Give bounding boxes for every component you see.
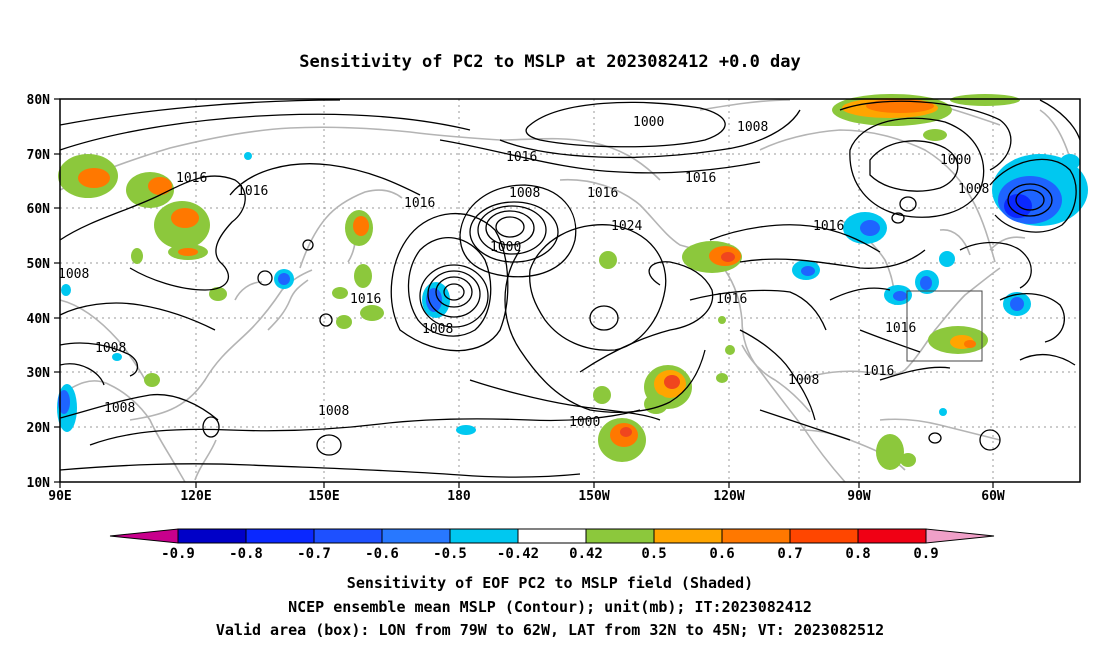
contour-label: 1000 [633,115,664,130]
colorbar-bin [653,528,723,544]
map-frame [59,98,1081,483]
lat-label: 10N [27,476,51,491]
lat-label: 30N [27,366,51,381]
contour-label: 1016 [685,171,716,186]
caption-line-1: Sensitivity of EOF PC2 to MSLP field (Sh… [347,574,753,592]
captions: Sensitivity of EOF PC2 to MSLP field (Sh… [216,574,884,639]
colorbar-bin [177,528,247,544]
colorbar-bin [585,528,655,544]
contour-label: 1016 [813,219,844,234]
contour-labels: 1000 1008 1016 1000 1008 1016 1016 1016 … [58,115,989,430]
contour-label: 1016 [176,171,207,186]
colorbar-bin [721,528,791,544]
colorbar-label: 0.5 [641,546,666,562]
map-panel: 1000 1008 1016 1000 1008 1016 1016 1016 … [27,93,1088,504]
contour-label: 1008 [788,373,819,388]
latitude-labels: 10N 20N 30N 40N 50N 60N 70N 80N [27,93,51,491]
lat-label: 60N [27,202,51,217]
colorbar-max-arrow [925,528,995,544]
tick-marks [54,98,994,488]
colorbar-bin [857,528,927,544]
lon-label: 150E [308,489,339,504]
valid-area-box [906,290,983,362]
lon-label: 90W [847,489,871,504]
longitude-labels: 90E 120E 150E 180 150W 120W 90W 60W [48,489,1005,504]
lon-label: 120E [180,489,211,504]
coastlines [59,99,1081,483]
lon-label: 150W [578,489,609,504]
contour-label: 1016 [885,321,916,336]
colorbar-min-arrow [109,528,179,544]
colorbar-label: 0.7 [777,546,802,562]
colorbar-label: 0.42 [569,546,603,562]
contour-label: 1008 [95,341,126,356]
lat-label: 80N [27,93,51,108]
colorbar-label: 0.6 [709,546,734,562]
contour-label: 1016 [587,186,618,201]
colorbar-label: -0.6 [365,546,399,562]
contour-label: 1016 [237,184,268,199]
contour-label: 1016 [716,292,747,307]
lon-label: 90E [48,489,71,504]
contour-label: 1008 [509,186,540,201]
colorbar-bin [449,528,519,544]
caption-line-3: Valid area (box): LON from 79W to 62W, L… [216,621,884,639]
contour-label: 1024 [611,219,642,234]
contour-label: 1016 [404,196,435,211]
lat-label: 50N [27,257,51,272]
contour-label: 1016 [350,292,381,307]
figure-title: Sensitivity of PC2 to MSLP at 2023082412… [299,52,801,72]
sensitivity-shading [57,94,1088,470]
contour-label: 1008 [58,267,89,282]
contour-label: 1016 [506,150,537,165]
negative-sensitivity-areas [57,152,1088,435]
contour-label: 1016 [863,364,894,379]
colorbar-label: -0.7 [297,546,331,562]
lat-label: 20N [27,421,51,436]
colorbar-label: 0.8 [845,546,870,562]
contour-label: 1008 [104,401,135,416]
colorbar [109,528,995,544]
contour-label: 1000 [490,240,521,255]
lon-label: 60W [981,489,1005,504]
positive-sensitivity-areas [58,94,1020,470]
lat-label: 40N [27,312,51,327]
colorbar-label: 0.9 [913,546,938,562]
caption-line-2: NCEP ensemble mean MSLP (Contour); unit(… [288,598,812,616]
colorbar-bin [381,528,451,544]
lon-label: 120W [713,489,744,504]
colorbar-bin [789,528,859,544]
lon-label: 180 [447,489,471,504]
colorbar-bin [245,528,315,544]
contour-label: 1008 [958,182,989,197]
colorbar-bin [517,528,587,544]
contour-label: 1008 [318,404,349,419]
colorbar-label: -0.8 [229,546,263,562]
contour-label: 1000 [940,153,971,168]
mslp-contours [59,99,1081,478]
contour-label: 1008 [422,322,453,337]
colorbar-label: -0.42 [497,546,539,562]
colorbar-label: -0.9 [161,546,195,562]
colorbar-labels: -0.9 -0.8 -0.7 -0.6 -0.5 -0.42 0.42 0.5 0.6 0.7 0.… [161,546,939,562]
colorbar-bin [313,528,383,544]
colorbar-label: -0.5 [433,546,467,562]
contour-label: 1008 [737,120,768,135]
contour-label: 1000 [569,415,600,430]
lat-label: 70N [27,148,51,163]
